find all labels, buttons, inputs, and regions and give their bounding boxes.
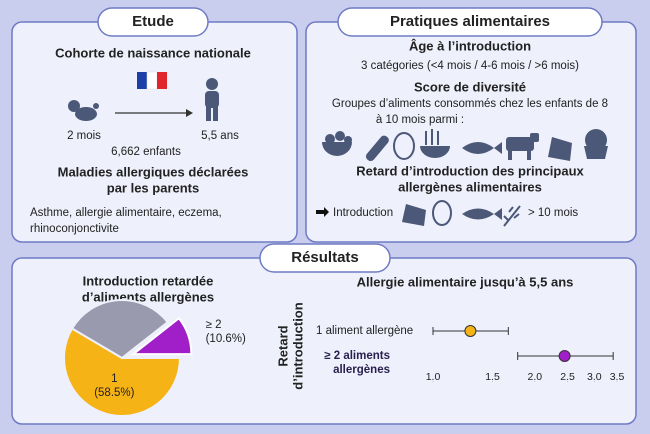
x-tick-label: 1.5 — [485, 371, 500, 383]
arrow-icon — [316, 207, 329, 217]
label: Introduction — [333, 207, 393, 219]
pie-slice — [70, 299, 170, 360]
pill — [97, 7, 209, 37]
x-tick-label: 2.0 — [528, 371, 543, 383]
arrow-head — [186, 109, 193, 117]
heading: allergènes alimentaires — [398, 179, 542, 194]
heading: Cohorte de naissance nationale — [55, 45, 251, 60]
label: 6,662 enfants — [111, 146, 181, 158]
label: > 10 mois — [528, 207, 578, 219]
pie-value-label: (58.5%) — [94, 387, 134, 399]
heading: d’aliments allergènes — [82, 289, 214, 304]
text: Groupes d’aliments consommés chez les en… — [332, 98, 608, 110]
x-tick-label: 2.5 — [560, 371, 575, 383]
pie-slice — [130, 316, 193, 356]
row-label: allergènes — [333, 364, 390, 376]
heading: Retard d’introduction des principaux — [356, 163, 584, 178]
heading: par les parents — [107, 180, 200, 195]
text: rhinoconjonctivite — [30, 223, 119, 235]
text: Asthme, allergie alimentaire, eczema, — [30, 207, 222, 219]
baby-icon — [68, 100, 99, 121]
title: Pratiques alimentaires — [390, 13, 550, 30]
estimate-point — [464, 325, 477, 337]
x-tick-label: 3.5 — [610, 371, 625, 383]
estimate-point — [558, 350, 571, 362]
x-tick-label: 1.0 — [426, 371, 441, 383]
text: à 10 mois parmi : — [376, 114, 464, 126]
y-axis-label: Retard — [275, 325, 290, 366]
label: 2 mois — [67, 130, 101, 142]
pie-value-label: (10.6%) — [206, 333, 246, 345]
title: Résultats — [291, 249, 359, 266]
heading: Introduction retardée — [83, 273, 214, 288]
child-icon — [205, 78, 219, 121]
label: 5,5 ans — [201, 130, 239, 142]
pie-label: ≥ 2 — [206, 319, 222, 331]
y-axis-label: d’introduction — [290, 302, 305, 389]
allergen-icons — [402, 200, 521, 227]
heading: Allergie alimentaire jusqu’à 5,5 ans — [357, 274, 574, 289]
row-label: 1 aliment allergène — [316, 325, 413, 337]
food-icons — [322, 129, 608, 162]
row-label: ≥ 2 aliments — [324, 350, 390, 362]
title: Etude — [132, 13, 174, 30]
pill — [259, 243, 391, 273]
x-tick-label: 3.0 — [587, 371, 602, 383]
pill — [337, 7, 603, 37]
heading: Âge à l’introduction — [409, 38, 531, 53]
heading: Maladies allergiques déclarées — [58, 164, 249, 179]
pie-label: 1 — [111, 373, 117, 385]
heading: Score de diversité — [414, 79, 526, 94]
flag — [137, 71, 167, 90]
text: 3 catégories (<4 mois / 4-6 mois / >6 mo… — [361, 60, 579, 72]
pie-slice — [63, 327, 182, 417]
